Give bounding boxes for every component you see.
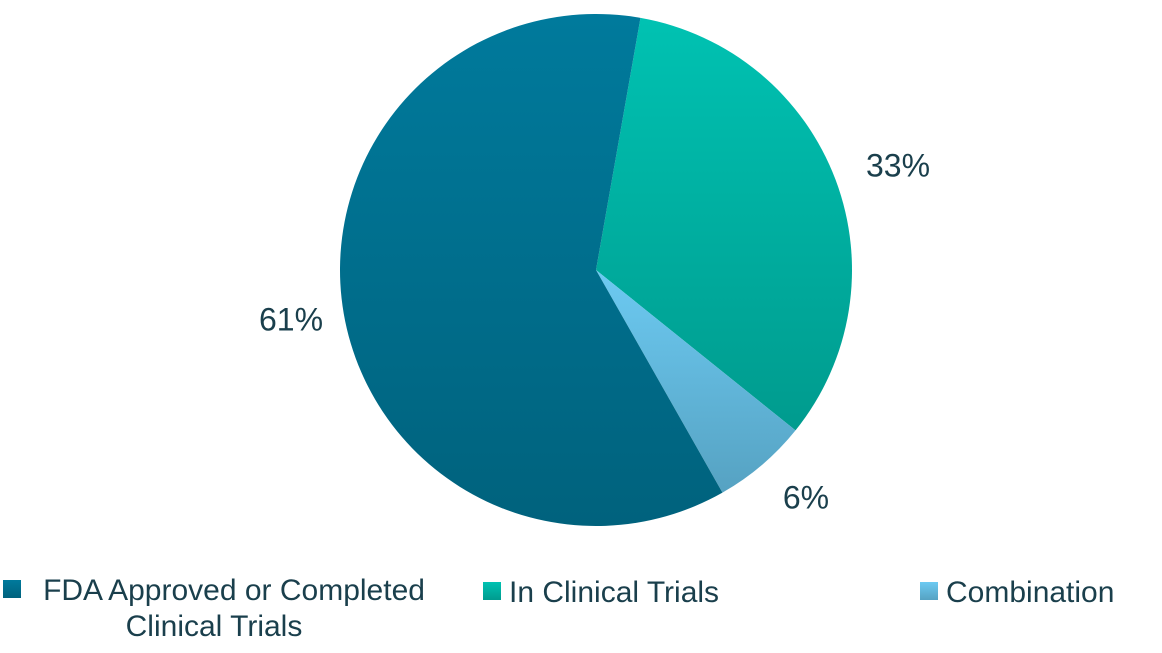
pie-slice — [340, 13, 723, 527]
legend-swatch — [920, 582, 938, 600]
legend-item: FDA Approved or Completed Clinical Trial… — [0, 573, 428, 645]
pie-slice — [596, 270, 796, 493]
legend-label: FDA Approved or Completed Clinical Trial… — [43, 574, 425, 643]
chart: 33% 6% 61% — [259, 13, 930, 527]
pie-slice — [596, 17, 852, 431]
data-label: 61% — [259, 301, 323, 337]
legend-label: Combination — [946, 576, 1115, 609]
data-label: 6% — [783, 479, 829, 515]
data-label: 33% — [866, 147, 930, 183]
legend-label: In Clinical Trials — [509, 576, 720, 609]
legend-item: Combination — [920, 575, 1114, 611]
legend-swatch — [3, 580, 22, 598]
legend-item: In Clinical Trials — [483, 575, 719, 611]
legend-swatch — [483, 582, 501, 600]
